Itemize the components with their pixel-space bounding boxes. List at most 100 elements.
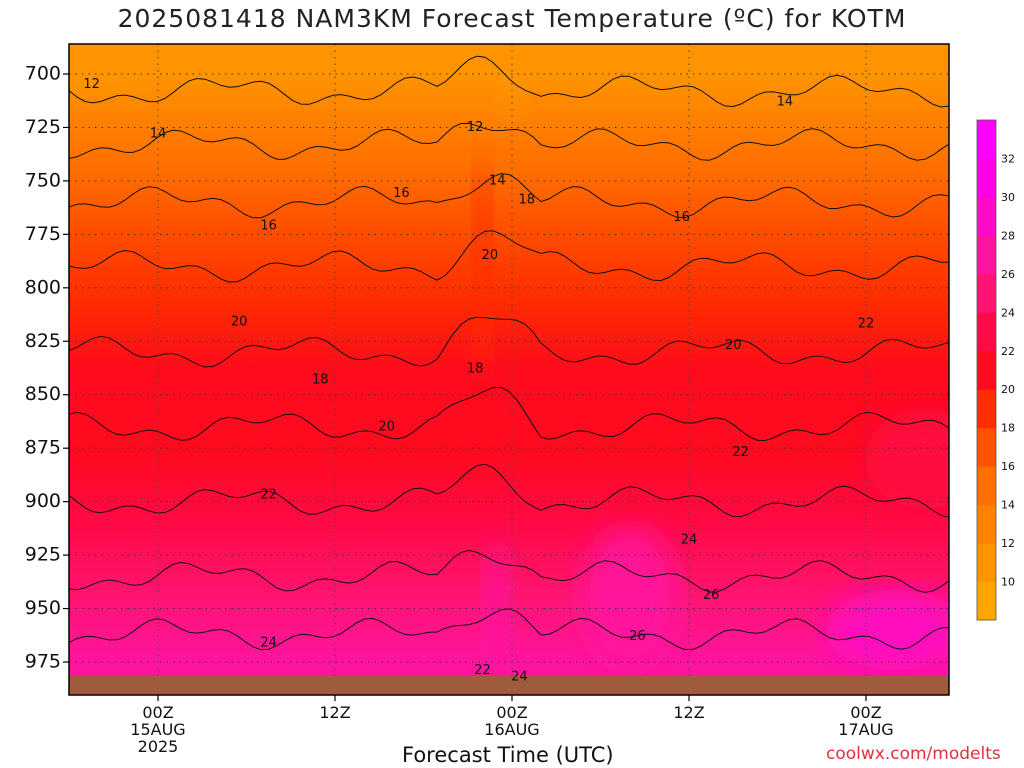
contour-label: 18	[518, 193, 535, 208]
colorbar-label: 30	[1001, 191, 1015, 204]
y-tick-label: 900	[25, 490, 61, 512]
colorbar-segment	[977, 273, 996, 313]
y-tick-label: 825	[25, 330, 61, 352]
contour-label: 20	[378, 419, 395, 434]
colorbar-segment	[977, 196, 996, 236]
colorbar-label: 28	[1001, 229, 1015, 242]
colorbar-label: 26	[1001, 268, 1015, 281]
contour-label: 20	[231, 315, 248, 330]
y-tick-label: 975	[25, 651, 61, 673]
contour-label: 14	[489, 173, 506, 188]
contour-label: 12	[83, 77, 100, 92]
x-tick-label: 12Z	[319, 703, 350, 722]
colorbar: 10 12 14 16 18 20 22 24 26 28 30 32	[976, 119, 1015, 621]
grid-lines	[69, 44, 949, 695]
x-tick-label: 16AUG	[484, 720, 539, 739]
contour-label: 16	[260, 218, 277, 233]
colorbar-segment	[977, 389, 996, 429]
temperature-field	[69, 44, 949, 695]
colorbar-label: 32	[1001, 152, 1015, 165]
contour-label: 20	[725, 338, 742, 353]
contour-label: 12	[467, 120, 484, 135]
colorbar-label: 10	[1001, 576, 1015, 589]
colorbar-segment	[977, 120, 996, 159]
field-blob-0	[580, 527, 680, 668]
contour-line-7	[69, 549, 949, 593]
contour-label: 16	[673, 210, 690, 225]
colorbar-frame	[976, 119, 997, 621]
y-tick-label: 750	[25, 169, 61, 191]
contour-line-2	[69, 173, 949, 219]
contour-label: 18	[312, 372, 329, 387]
x-tick-label: 00Z	[496, 703, 527, 722]
y-tick-label: 775	[25, 223, 61, 245]
colorbar-label: 18	[1001, 422, 1015, 435]
colorbar-label: 12	[1001, 537, 1015, 550]
contour-label: 22	[858, 317, 875, 332]
y-tick-label: 725	[25, 116, 61, 138]
colorbar-segment	[977, 427, 996, 467]
colorbar-label: 20	[1001, 383, 1015, 396]
contour-line-8	[69, 608, 949, 651]
x-tick-label: 00Z	[850, 703, 881, 722]
colorbar-segment	[977, 543, 996, 583]
field-blob-6	[69, 54, 145, 94]
colorbar-segment	[977, 158, 996, 198]
contour-label: 16	[393, 186, 410, 201]
colorbar-segment	[977, 350, 996, 390]
x-tick-label: 15AUG	[130, 720, 185, 739]
chart-title: 2025081418 NAM3KM Forecast Temperature (…	[117, 4, 907, 33]
x-tick-label: 12Z	[673, 703, 704, 722]
colorbar-segment	[977, 312, 996, 352]
y-axis: 700 725 750 775 800 825 850 875 900 925 950 975	[25, 63, 69, 673]
contour-line-1	[69, 122, 949, 161]
field-blob-2	[483, 539, 512, 695]
field-blob-1	[825, 589, 949, 670]
x-tick-label: 2025	[138, 737, 179, 756]
colorbar-segment	[977, 466, 996, 506]
contour-line-4	[69, 316, 949, 368]
colorbar-label: 14	[1001, 499, 1015, 512]
ground-strip	[69, 676, 949, 695]
colorbar-segment	[977, 581, 996, 621]
field-blob-5	[496, 44, 528, 114]
contour-label: 26	[703, 588, 720, 603]
y-tick-label: 925	[25, 544, 61, 566]
x-axis-title: Forecast Time (UTC)	[402, 743, 614, 767]
colorbar-label: 24	[1001, 306, 1015, 319]
credit-link[interactable]: coolwx.com/modelts	[826, 744, 1001, 764]
ground-surface	[69, 676, 949, 695]
contour-line-3	[69, 230, 949, 283]
y-tick-label: 875	[25, 437, 61, 459]
field-blob-3	[865, 408, 949, 509]
contour-label: 18	[467, 362, 484, 377]
contour-label: 14	[777, 94, 794, 109]
contour-label: 22	[474, 663, 491, 678]
field-blob-4	[472, 156, 493, 377]
x-tick-label: 00Z	[142, 703, 173, 722]
contour-line-6	[69, 463, 949, 518]
contour-label: 22	[260, 488, 277, 503]
contour-label: 26	[629, 629, 646, 644]
contour-label: 22	[732, 445, 749, 460]
contour-line-0	[69, 55, 949, 108]
contour-label: 24	[511, 669, 528, 684]
colorbar-label: 16	[1001, 460, 1015, 473]
colorbar-segment	[977, 504, 996, 544]
contour-label: 14	[150, 126, 167, 141]
x-tick-label: 17AUG	[838, 720, 893, 739]
colorbar-segment	[977, 235, 996, 275]
y-tick-label: 700	[25, 63, 61, 85]
colorbar-label: 22	[1001, 345, 1015, 358]
plot-frame	[68, 43, 950, 696]
y-tick-label: 850	[25, 383, 61, 405]
contour-label: 20	[482, 248, 499, 263]
contour-label: 24	[681, 533, 698, 548]
contour-label: 24	[260, 635, 277, 650]
contour-labels: 12 12 14 14 14 16 16 16 18 18 18 20 20 20 20 22 22 22 24 24…	[83, 77, 874, 684]
y-tick-label: 950	[25, 597, 61, 619]
y-tick-label: 800	[25, 276, 61, 298]
contour-line-5	[69, 386, 949, 442]
